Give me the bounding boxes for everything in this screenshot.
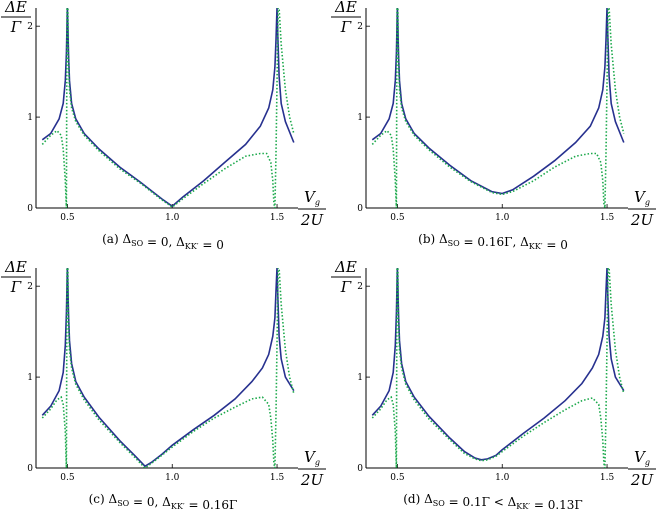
panel-caption: (d) ΔSO = 0.1Γ < ΔKK′ = 0.13Γ (403, 492, 583, 510)
x-label-numerator: Vg (634, 448, 650, 467)
y-label-denominator: Γ (10, 18, 22, 36)
y-axis-label: ΔE Γ (331, 258, 361, 296)
x-label-denominator: 2U (630, 471, 655, 489)
x-label-numerator: Vg (634, 188, 650, 207)
y-label-numerator: ΔE (334, 0, 357, 16)
x-tick-label: 1.0 (165, 473, 180, 483)
y-label-denominator: Γ (10, 278, 22, 296)
x-tick-label: 0.5 (60, 473, 75, 483)
y-axis-label: ΔE Γ (1, 0, 31, 36)
panel-caption: (c) ΔSO = 0, ΔKK′ = 0.16Γ (89, 492, 238, 510)
panel-caption: (a) ΔSO = 0, ΔKK′ = 0 (102, 232, 224, 252)
y-tick-label: 1 (27, 373, 33, 383)
series-line-solid (41, 268, 295, 468)
series-line-solid (371, 8, 625, 195)
x-tick-label: 1.5 (270, 473, 285, 483)
y-axis-label: ΔE Γ (1, 258, 31, 296)
x-tick-label: 0.5 (390, 473, 405, 483)
y-tick-label: 2 (357, 282, 363, 292)
x-axis-label: Vg 2U (628, 188, 656, 229)
panel-d: 0 1 2 0.5 1.0 1.5 ΔE Γ Vg 2U (d) ΔSO = 0.1Γ < ΔKK′… (331, 258, 656, 510)
y-tick-label: 1 (357, 373, 363, 383)
x-label-denominator: 2U (300, 211, 325, 229)
x-label-denominator: 2U (300, 471, 325, 489)
x-tick-label: 1.0 (165, 213, 180, 223)
panel-a: 0 1 2 0.5 1.0 1.5 ΔE Γ Vg 2U (a) ΔSO = 0, ΔKK′ = 0 (1, 0, 326, 252)
x-axis-label: Vg 2U (298, 448, 326, 489)
y-tick-label: 0 (357, 204, 363, 214)
panel-caption: (b) ΔSO = 0.16Γ, ΔKK′ = 0 (418, 232, 568, 252)
x-axis-label: Vg 2U (298, 188, 326, 229)
y-tick-label: 0 (357, 464, 363, 474)
series-line-dotted (371, 8, 625, 208)
x-tick-label: 0.5 (390, 213, 405, 223)
series-line-dotted (41, 8, 295, 208)
x-tick-label: 1.0 (495, 473, 510, 483)
y-tick-label: 0 (27, 464, 33, 474)
y-tick-label: 0 (27, 204, 33, 214)
y-tick-label: 2 (27, 22, 33, 32)
panel-b: 0 1 2 0.5 1.0 1.5 ΔE Γ Vg 2U (b) ΔSO = 0.16Γ, ΔKK′… (331, 0, 656, 252)
series-line-solid (371, 268, 625, 461)
panel-c: 0 1 2 0.5 1.0 1.5 ΔE Γ Vg 2U (c) ΔSO = 0, ΔKK′ = 0… (1, 258, 326, 510)
x-label-denominator: 2U (630, 211, 655, 229)
x-label-numerator: Vg (304, 448, 320, 467)
y-tick-label: 1 (357, 113, 363, 123)
y-tick-label: 2 (357, 22, 363, 32)
y-tick-label: 2 (27, 282, 33, 292)
y-tick-label: 1 (27, 113, 33, 123)
y-label-numerator: ΔE (4, 258, 27, 276)
x-tick-label: 1.5 (270, 213, 285, 223)
y-label-numerator: ΔE (4, 0, 27, 16)
y-label-denominator: Γ (340, 18, 352, 36)
x-tick-label: 0.5 (60, 213, 75, 223)
series-line-dotted (41, 268, 295, 468)
x-label-numerator: Vg (304, 188, 320, 207)
y-label-numerator: ΔE (334, 258, 357, 276)
x-tick-label: 1.5 (600, 213, 615, 223)
y-axis-label: ΔE Γ (331, 0, 361, 36)
series-line-solid (41, 8, 295, 208)
series-line-dotted (371, 268, 625, 468)
x-tick-label: 1.5 (600, 473, 615, 483)
x-tick-label: 1.0 (495, 213, 510, 223)
y-label-denominator: Γ (340, 278, 352, 296)
x-axis-label: Vg 2U (628, 448, 656, 489)
